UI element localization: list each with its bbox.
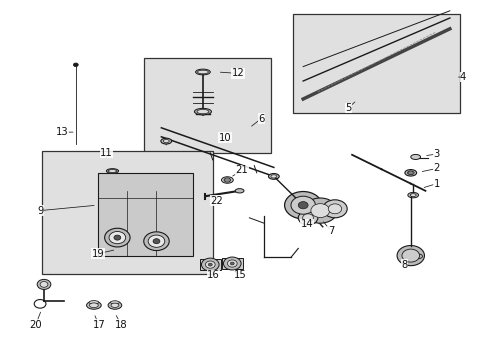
Text: 5: 5 — [344, 103, 351, 113]
Ellipse shape — [111, 303, 119, 307]
Bar — [199, 259, 221, 270]
Circle shape — [302, 214, 313, 222]
Circle shape — [73, 63, 78, 67]
Circle shape — [224, 178, 230, 182]
Text: 19: 19 — [91, 249, 104, 259]
Text: 9: 9 — [37, 206, 43, 216]
Circle shape — [208, 263, 212, 266]
Circle shape — [37, 279, 51, 289]
Circle shape — [396, 246, 424, 266]
Circle shape — [40, 282, 48, 287]
Ellipse shape — [410, 154, 420, 159]
Bar — [221, 258, 243, 269]
Text: 3: 3 — [433, 149, 439, 159]
Ellipse shape — [106, 168, 119, 174]
Text: 15: 15 — [234, 270, 246, 280]
Ellipse shape — [268, 174, 279, 179]
Ellipse shape — [221, 177, 233, 183]
Text: 17: 17 — [92, 320, 105, 330]
Text: 18: 18 — [115, 320, 127, 330]
Text: 11: 11 — [100, 148, 113, 158]
Circle shape — [310, 204, 329, 217]
Ellipse shape — [86, 301, 101, 309]
Circle shape — [223, 257, 241, 270]
Ellipse shape — [108, 170, 117, 172]
Ellipse shape — [407, 171, 413, 175]
Ellipse shape — [407, 192, 418, 198]
Ellipse shape — [110, 301, 119, 304]
Ellipse shape — [224, 178, 230, 182]
Text: 6: 6 — [257, 114, 264, 124]
Text: 16: 16 — [207, 270, 220, 280]
Circle shape — [143, 232, 169, 251]
Circle shape — [109, 231, 125, 244]
Text: 13: 13 — [56, 127, 69, 137]
Ellipse shape — [195, 69, 210, 75]
Ellipse shape — [409, 194, 415, 197]
Circle shape — [114, 235, 121, 240]
Circle shape — [227, 260, 237, 267]
Circle shape — [327, 204, 341, 214]
Ellipse shape — [108, 301, 122, 309]
Circle shape — [303, 198, 337, 223]
Circle shape — [201, 258, 219, 271]
Text: 22: 22 — [210, 195, 223, 206]
Ellipse shape — [89, 301, 99, 304]
Circle shape — [230, 262, 234, 265]
Ellipse shape — [235, 189, 244, 193]
Ellipse shape — [163, 139, 169, 143]
Ellipse shape — [413, 254, 422, 259]
Ellipse shape — [197, 109, 208, 114]
Bar — [144, 58, 271, 153]
Circle shape — [284, 192, 321, 219]
Bar — [293, 14, 459, 113]
Circle shape — [153, 239, 160, 244]
Circle shape — [298, 211, 317, 225]
Ellipse shape — [194, 108, 211, 115]
Text: 20: 20 — [29, 320, 42, 330]
Circle shape — [148, 235, 164, 247]
Ellipse shape — [404, 170, 416, 176]
Circle shape — [407, 171, 412, 175]
Ellipse shape — [270, 175, 276, 178]
Text: 21: 21 — [235, 165, 248, 175]
Bar — [98, 173, 193, 256]
Circle shape — [290, 196, 315, 214]
Circle shape — [104, 228, 130, 247]
Text: 8: 8 — [401, 260, 407, 270]
Ellipse shape — [197, 70, 208, 74]
Circle shape — [401, 249, 419, 262]
Text: 2: 2 — [432, 163, 439, 174]
Text: 7: 7 — [327, 226, 334, 236]
Circle shape — [205, 261, 215, 268]
Bar — [41, 151, 212, 274]
Text: 12: 12 — [231, 68, 244, 78]
Ellipse shape — [161, 138, 171, 144]
Text: 1: 1 — [432, 179, 439, 189]
Text: 10: 10 — [218, 132, 231, 143]
Circle shape — [298, 202, 307, 209]
Circle shape — [322, 200, 346, 218]
Text: 14: 14 — [300, 219, 313, 229]
Ellipse shape — [89, 303, 98, 307]
Text: 4: 4 — [459, 72, 465, 82]
